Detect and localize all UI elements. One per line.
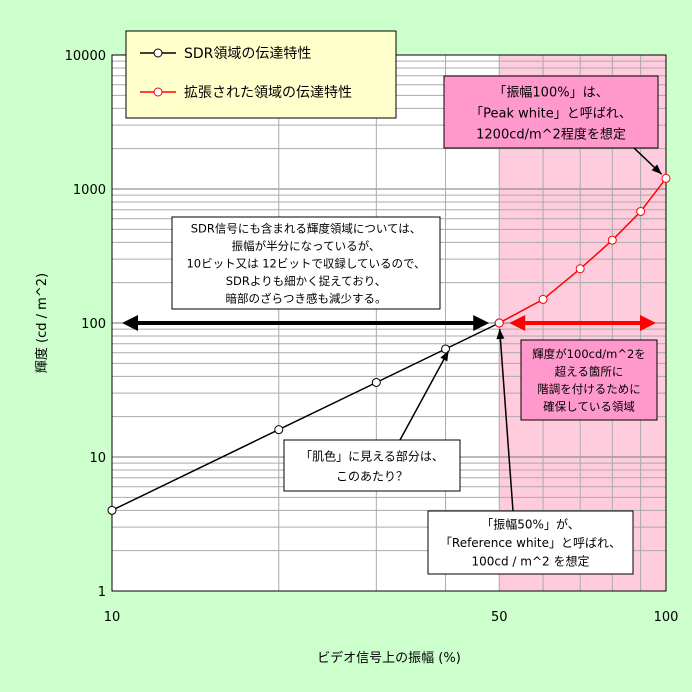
range-arrows xyxy=(122,315,656,331)
arrow-head-left xyxy=(509,315,526,331)
pointer-line xyxy=(498,328,514,512)
series-line-2 xyxy=(498,177,667,324)
legend-box xyxy=(125,30,397,119)
series-1-point xyxy=(371,377,381,387)
reference-white-note: 「振幅50%」が、「Reference white」と呼ばれ、 100cd / m… xyxy=(427,328,634,575)
note-line: 暗部のざらつき感も減少する。 xyxy=(226,291,387,305)
note-line: 「振幅50%」が、 xyxy=(481,517,579,532)
note-line: 階調を付けるために xyxy=(537,382,641,396)
pointer-head xyxy=(651,164,662,175)
legend-swatch-marker xyxy=(153,87,163,97)
x-tick-label: 100 xyxy=(654,610,679,625)
series-1-point xyxy=(274,425,284,435)
note-line: SDR信号にも含まれる輝度領域については、 xyxy=(191,221,422,235)
legend-label: SDR領域の伝達特性 xyxy=(184,45,311,62)
x-tick-label: 50 xyxy=(491,610,508,625)
sdr-range-arrow xyxy=(122,315,490,331)
x-tick-label: 10 xyxy=(104,610,121,625)
pointer-head xyxy=(496,328,505,340)
tick-labels: 1 10 100 1000 10000 10 50 100 xyxy=(65,49,679,625)
note-line: このあたり？ xyxy=(336,470,408,484)
note-line: SDRよりも細かく捉えており、 xyxy=(226,274,387,288)
series-2-point xyxy=(607,235,617,245)
series-2-point xyxy=(575,264,585,274)
note-box xyxy=(171,216,441,310)
y-tick-label: 10 xyxy=(89,451,106,466)
series-1-point xyxy=(441,344,451,354)
note-line: 確保している領域 xyxy=(543,400,635,414)
series-2-point xyxy=(494,318,504,328)
legend-label: 拡張された領域の伝達特性 xyxy=(184,84,352,101)
note-box xyxy=(443,75,659,149)
series-group xyxy=(107,173,671,515)
sdr-signal-note: SDR信号にも含まれる輝度領域については、振幅が半分になっているが、 10ビット又… xyxy=(171,216,441,310)
y-axis-label: 輝度 (cd / m^2) xyxy=(34,273,50,373)
series-1-point xyxy=(107,505,117,515)
note-line: 10ビット又は 12ビットで収録しているので、 xyxy=(186,256,425,270)
series-2-point xyxy=(636,206,646,216)
annotations: 「振幅100%」は、「Peak white」と呼ばれ、 1200cd/m^2程度を… xyxy=(171,75,663,575)
arrow-head-right xyxy=(473,315,490,331)
x-axis-label: ビデオ信号上の振幅 (%) xyxy=(317,650,461,666)
pointer-line xyxy=(399,350,450,441)
series-2-point xyxy=(661,173,671,183)
note-line: 「肌色」に見える部分は、 xyxy=(300,449,444,464)
note-line: 「振幅100%」は、 xyxy=(493,85,608,100)
peak-white-note: 「振幅100%」は、「Peak white」と呼ばれ、 1200cd/m^2程度を… xyxy=(443,75,663,175)
y-tick-label: 1 xyxy=(98,585,106,600)
legend-swatch-marker xyxy=(153,48,163,58)
note-line: 輝度が100cd/m^2を xyxy=(532,347,646,361)
y-tick-label: 10000 xyxy=(65,49,106,64)
note-box xyxy=(283,439,461,492)
extended-range-arrow xyxy=(509,315,656,331)
note-box xyxy=(520,339,658,421)
note-line: 100cd / m^2 を想定 xyxy=(472,554,590,569)
note-line: 「Reference white」と呼ばれ、 xyxy=(440,536,621,550)
note-box xyxy=(427,510,634,575)
y-tick-label: 100 xyxy=(81,317,106,332)
skin-tone-note: 「肌色」に見える部分は、このあたり？ xyxy=(283,350,461,492)
arrow-head-left xyxy=(122,315,138,331)
note-line: 「Peak white」と呼ばれ、 xyxy=(470,106,632,121)
y-tick-label: 1000 xyxy=(73,183,106,198)
arrow-head-right xyxy=(640,315,656,331)
note-line: 超える箇所に xyxy=(555,365,624,379)
note-line: 1200cd/m^2程度を想定 xyxy=(476,126,626,142)
series-2-point xyxy=(538,294,548,304)
pointer-head xyxy=(440,350,449,362)
note-line: 振幅が半分になっているが、 xyxy=(232,239,381,253)
